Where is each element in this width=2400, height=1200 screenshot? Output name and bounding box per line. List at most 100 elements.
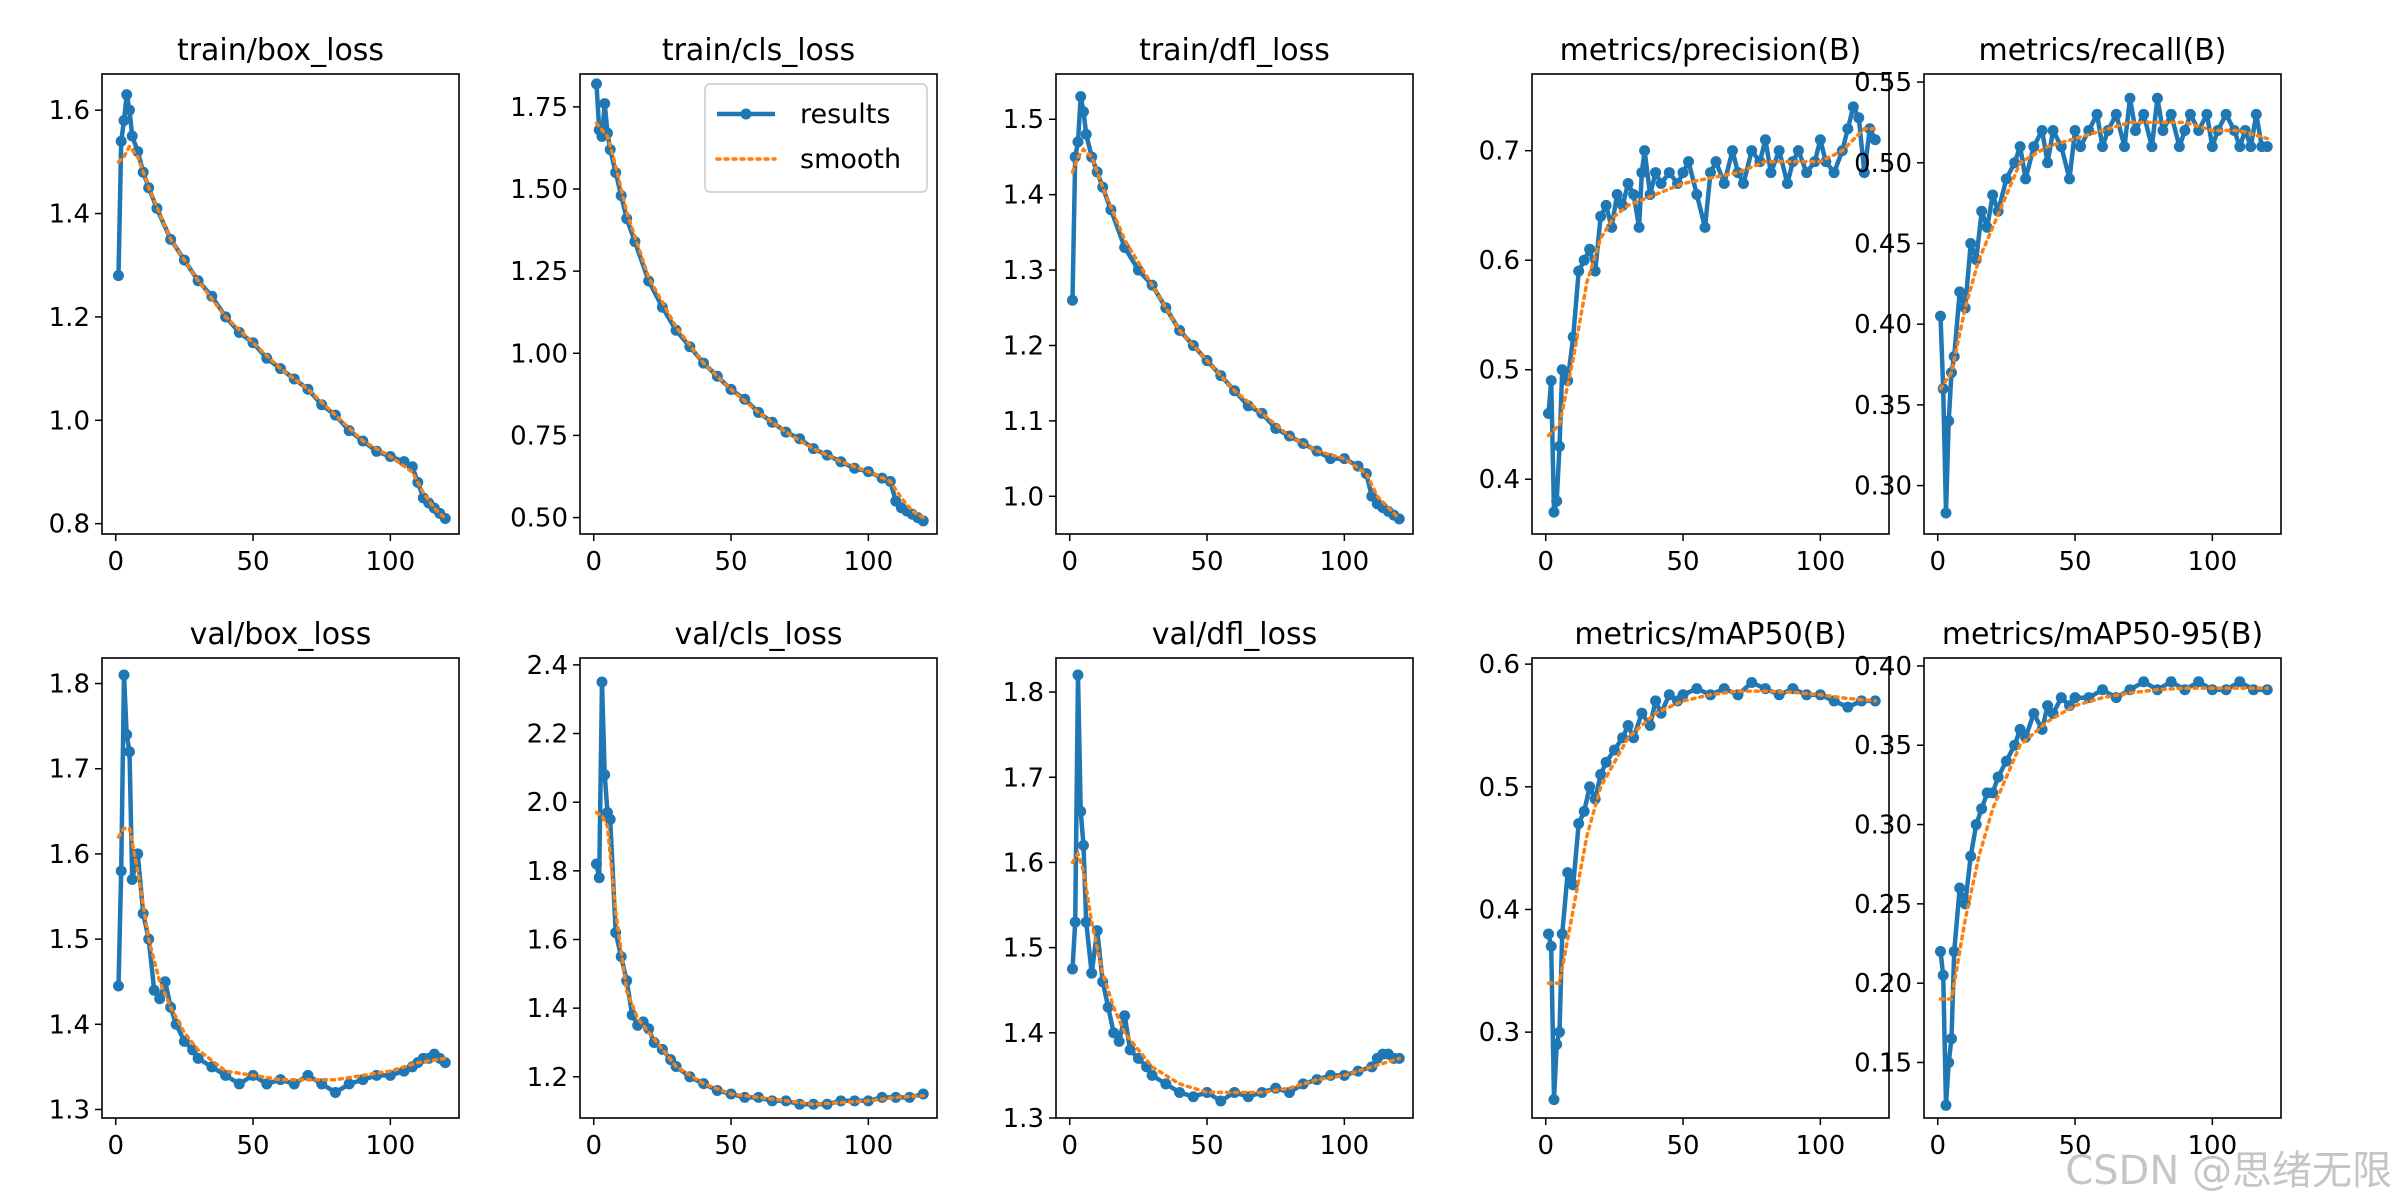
y-tick-label: 1.75: [510, 93, 568, 123]
results-point: [1650, 695, 1662, 707]
chart-panel: train/box_loss 0 50 100 0.8 1.0 1.2 1.4 1.6: [49, 33, 460, 577]
results-point: [192, 1052, 204, 1064]
results-point: [2028, 141, 2040, 153]
results-point: [126, 873, 138, 885]
chart-title: metrics/mAP50-95(B): [1942, 617, 2263, 652]
smooth-series-line: [594, 121, 926, 520]
results-point: [2151, 92, 2163, 104]
chart-panel: metrics/mAP50-95(B) 0 50 100 0.15 0.20 0.25 0.3…: [1854, 617, 2282, 1161]
legend-box: [704, 83, 928, 193]
y-tick-label: 1.7: [1003, 763, 1044, 793]
y-tick-label: 1.8: [49, 670, 90, 700]
results-point: [329, 1086, 341, 1098]
y-tick-label: 0.75: [510, 421, 568, 451]
results-point: [1108, 1027, 1120, 1039]
results-point: [1617, 199, 1629, 211]
results-point: [1611, 188, 1623, 200]
results-point: [1858, 167, 1870, 179]
results-point: [1934, 310, 1946, 322]
results-point: [2165, 108, 2177, 120]
results-point: [1644, 719, 1656, 731]
x-tick-label: 100: [1320, 1131, 1370, 1161]
results-point: [275, 1074, 286, 1086]
results-point: [1628, 188, 1640, 200]
y-tick-label: 1.4: [1003, 1019, 1044, 1049]
axes-frame: [1923, 657, 2282, 1119]
results-point: [2201, 108, 2213, 120]
y-tick-label: 0.3: [1479, 1018, 1520, 1048]
legend-smooth-label: smooth: [800, 144, 901, 175]
results-point: [118, 669, 130, 681]
results-point: [1066, 963, 1078, 975]
results-point: [1578, 805, 1590, 817]
legend-results-label: results: [800, 99, 890, 130]
x-tick-label: 0: [1537, 547, 1554, 577]
results-point: [2234, 141, 2246, 153]
y-tick-label: 1.0: [49, 406, 90, 436]
results-point: [1940, 507, 1952, 519]
y-tick-label: 1.6: [1003, 848, 1044, 878]
results-point: [1663, 167, 1675, 179]
y-tick-label: 0.4: [1479, 895, 1520, 925]
x-tick-label: 0: [107, 1131, 124, 1161]
results-series-line: [1938, 95, 2268, 516]
results-point: [1080, 128, 1092, 140]
results-point: [590, 78, 602, 90]
results-point: [115, 135, 127, 147]
x-tick-label: 0: [1061, 547, 1078, 577]
x-tick-label: 100: [2188, 1131, 2238, 1161]
results-point: [1746, 677, 1758, 689]
y-tick-label: 0.20: [1854, 969, 1912, 999]
results-point: [1976, 803, 1988, 815]
y-tick-label: 1.1: [1003, 407, 1044, 437]
results-point: [1556, 928, 1568, 940]
results-point: [1551, 1038, 1563, 1050]
results-point: [1948, 945, 1960, 957]
results-point: [1773, 145, 1785, 157]
results-point: [1814, 134, 1826, 146]
results-point: [2173, 141, 2185, 153]
results-point: [2129, 124, 2141, 136]
results-point: [233, 1078, 245, 1090]
y-tick-label: 1.00: [510, 339, 568, 369]
results-point: [1242, 400, 1254, 412]
y-tick-label: 1.8: [1003, 678, 1044, 708]
results-point: [1086, 967, 1098, 979]
y-tick-label: 0.35: [1854, 391, 1912, 421]
x-tick-label: 100: [1320, 547, 1370, 577]
results-point: [121, 89, 133, 101]
results-point: [1119, 1010, 1131, 1022]
results-point: [1842, 123, 1854, 135]
results-point: [118, 115, 130, 127]
x-tick-label: 50: [1190, 547, 1223, 577]
y-tick-label: 0.30: [1854, 472, 1912, 502]
results-point: [2020, 731, 2032, 743]
x-tick-label: 50: [714, 547, 747, 577]
y-tick-label: 1.3: [1003, 1104, 1044, 1134]
results-point: [1548, 506, 1560, 518]
results-point: [1553, 440, 1565, 452]
results-point: [1718, 178, 1730, 190]
results-point: [2036, 124, 2048, 136]
results-point: [1636, 167, 1648, 179]
results-point: [1622, 719, 1634, 731]
results-point: [1970, 819, 1982, 831]
x-tick-label: 100: [366, 547, 416, 577]
results-point: [1595, 210, 1607, 222]
x-tick-label: 100: [1796, 547, 1846, 577]
results-point: [2261, 141, 2273, 153]
y-tick-label: 0.15: [1854, 1048, 1912, 1078]
y-tick-label: 1.6: [49, 96, 90, 126]
x-tick-label: 0: [1929, 547, 1946, 577]
y-tick-label: 0.6: [1479, 246, 1520, 276]
results-point: [2193, 676, 2205, 688]
results-point: [1366, 490, 1378, 502]
x-tick-label: 0: [1061, 1131, 1078, 1161]
results-point: [343, 425, 355, 437]
smooth-series-line: [116, 826, 448, 1082]
results-point: [115, 865, 127, 877]
results-point: [2118, 141, 2130, 153]
results-point: [1622, 178, 1634, 190]
results-point: [2069, 692, 2081, 704]
